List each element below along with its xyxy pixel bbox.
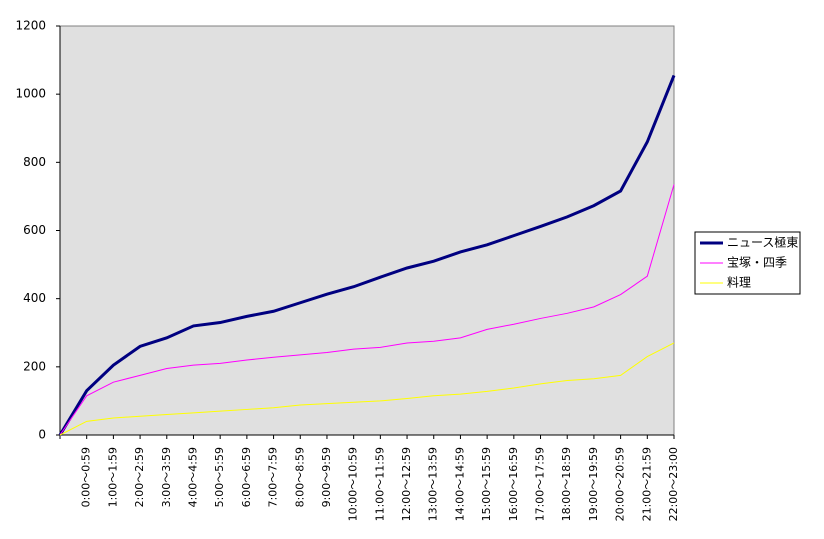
x-tick-label: 16:00～16:59 <box>507 447 520 521</box>
x-tick-label: 7:00～7:59 <box>267 447 280 507</box>
series-line <box>58 74 676 436</box>
x-tick-label: 6:00～6:59 <box>240 447 253 507</box>
x-tick-label: 15:00～15:59 <box>480 447 493 521</box>
legend-label: 料理 <box>727 276 751 290</box>
x-tick-label: 10:00～10:59 <box>347 447 360 521</box>
x-tick-label: 12:00～12:59 <box>400 447 413 521</box>
x-tick-label: 11:00～11:59 <box>373 447 386 521</box>
legend-label: ニュース極東 <box>727 235 798 250</box>
legend-label: 宝塚・四季 <box>727 256 787 270</box>
y-tick-label: 0 <box>38 428 46 442</box>
x-tick-label: 17:00～17:59 <box>534 447 547 521</box>
y-tick-label: 400 <box>23 291 46 305</box>
x-tick-label: 14:00～14:59 <box>453 447 466 521</box>
series-line <box>59 184 675 436</box>
plot-area <box>59 25 675 436</box>
series-line <box>59 342 675 436</box>
x-tick-label: 3:00～3:59 <box>160 447 173 507</box>
y-tick-label: 800 <box>23 155 46 169</box>
x-tick-label: 13:00～13:59 <box>427 447 440 521</box>
y-tick-label: 200 <box>23 359 46 373</box>
x-tick-label: 4:00～4:59 <box>186 447 199 507</box>
x-tick-label: 20:00～20:59 <box>614 447 627 521</box>
x-tick-label: 9:00～9:59 <box>320 447 333 507</box>
x-tick-label: 2:00～2:59 <box>133 447 146 507</box>
y-tick-label: 600 <box>23 223 46 237</box>
x-tick-label: 19:00～19:59 <box>587 447 600 521</box>
x-tick-label: 18:00～18:59 <box>560 447 573 521</box>
x-tick-label: 0:00～0:59 <box>80 447 93 507</box>
x-tick-label: 22:00～23:00 <box>667 447 680 521</box>
y-tick-label: 1200 <box>15 19 46 33</box>
y-tick-label: 1000 <box>15 87 46 101</box>
x-tick-label: 1:00～1:59 <box>106 447 119 507</box>
x-tick-label: 8:00～8:59 <box>293 447 306 507</box>
x-tick-label: 21:00～21:59 <box>640 447 653 521</box>
x-tick-label: 5:00～5:59 <box>213 447 226 507</box>
